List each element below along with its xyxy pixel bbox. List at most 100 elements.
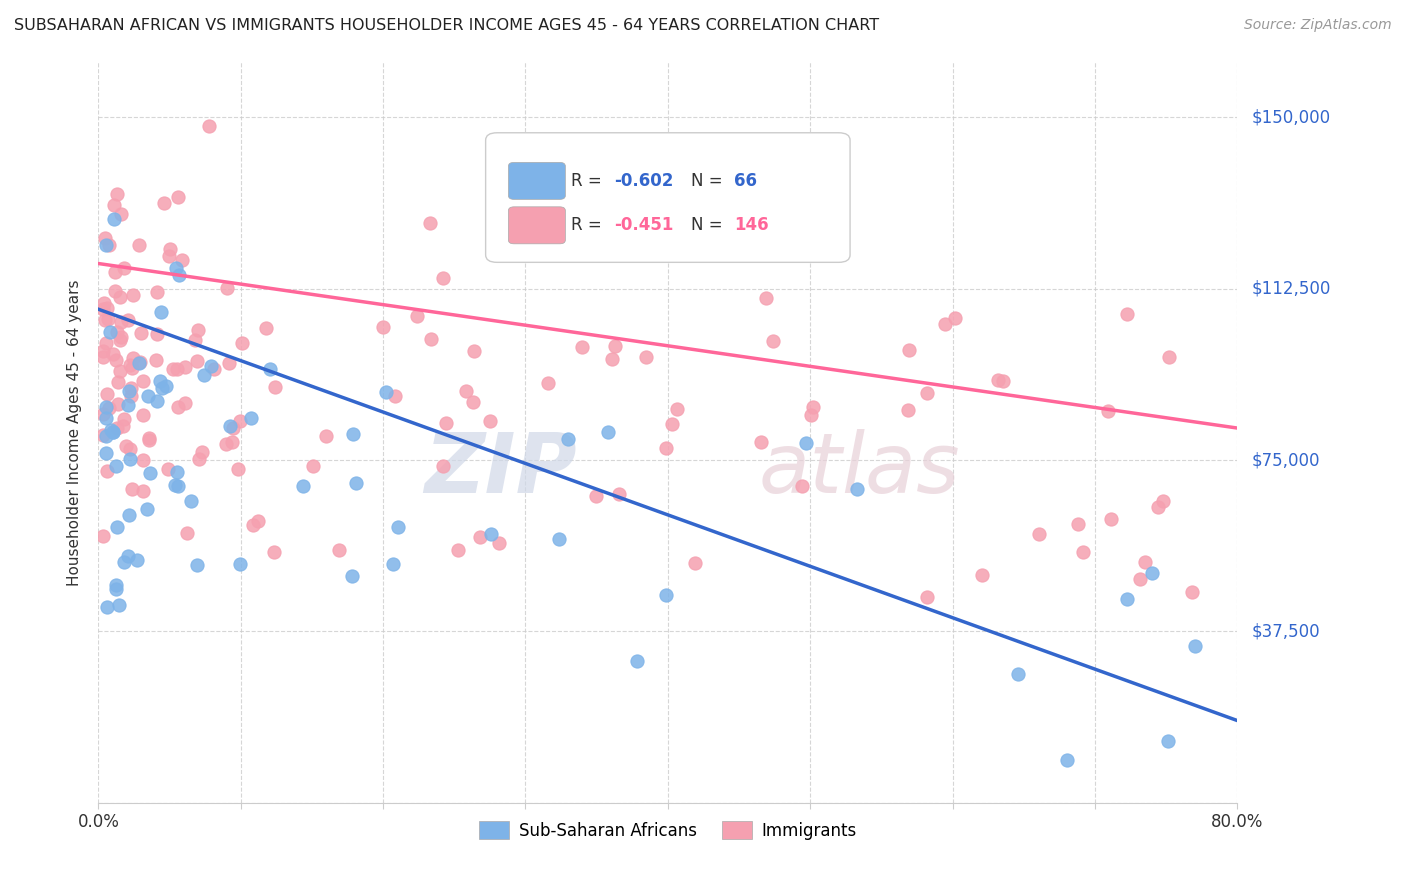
Point bbox=[598, 425, 620, 440]
Point bbox=[585, 489, 607, 503]
Point bbox=[180, 494, 202, 508]
Point bbox=[231, 336, 253, 351]
Point bbox=[801, 400, 824, 414]
Text: $150,000: $150,000 bbox=[1251, 108, 1330, 127]
Point bbox=[792, 479, 814, 493]
Point bbox=[104, 352, 127, 367]
Point bbox=[101, 425, 124, 439]
Point bbox=[146, 394, 169, 409]
Point bbox=[371, 319, 394, 334]
Point bbox=[112, 419, 135, 434]
Point bbox=[105, 421, 128, 435]
Point bbox=[91, 344, 114, 359]
Point bbox=[166, 362, 188, 376]
Point bbox=[110, 364, 132, 378]
Point bbox=[1056, 753, 1078, 767]
Text: 146: 146 bbox=[734, 217, 769, 235]
Point bbox=[571, 340, 593, 354]
Point bbox=[94, 446, 117, 460]
Point bbox=[387, 519, 409, 533]
Point bbox=[166, 189, 188, 203]
Point bbox=[420, 332, 443, 346]
Point bbox=[186, 354, 208, 368]
Point bbox=[94, 313, 117, 327]
Point bbox=[128, 355, 150, 369]
Text: R =: R = bbox=[571, 217, 607, 235]
Point bbox=[1159, 351, 1181, 365]
Point bbox=[229, 414, 252, 428]
Point bbox=[136, 390, 159, 404]
Point bbox=[159, 242, 181, 256]
Point bbox=[470, 530, 492, 544]
Point bbox=[226, 461, 249, 475]
Point bbox=[1116, 307, 1139, 321]
Point bbox=[186, 558, 208, 572]
Point bbox=[264, 380, 287, 394]
Point bbox=[173, 395, 195, 409]
Point bbox=[91, 427, 114, 442]
Point bbox=[91, 529, 114, 543]
Point bbox=[762, 334, 785, 348]
Point bbox=[117, 398, 139, 412]
Point bbox=[100, 424, 122, 438]
Point bbox=[176, 526, 198, 541]
Point bbox=[104, 284, 127, 298]
Point bbox=[454, 384, 477, 398]
Point bbox=[375, 385, 398, 400]
Point bbox=[193, 368, 215, 383]
Point bbox=[138, 431, 160, 445]
Point bbox=[132, 484, 155, 499]
Point bbox=[101, 425, 124, 439]
Point bbox=[254, 321, 277, 335]
Point bbox=[138, 433, 160, 447]
Y-axis label: Householder Income Ages 45 - 64 years: Householder Income Ages 45 - 64 years bbox=[67, 279, 83, 586]
Point bbox=[105, 325, 128, 339]
Text: SUBSAHARAN AFRICAN VS IMMIGRANTS HOUSEHOLDER INCOME AGES 45 - 64 YEARS CORRELATI: SUBSAHARAN AFRICAN VS IMMIGRANTS HOUSEHO… bbox=[14, 18, 879, 33]
Point bbox=[328, 543, 350, 558]
Point bbox=[121, 351, 143, 366]
Point bbox=[129, 326, 152, 341]
Point bbox=[665, 402, 688, 417]
Text: $75,000: $75,000 bbox=[1251, 451, 1320, 469]
Text: R =: R = bbox=[571, 172, 607, 190]
Text: -0.451: -0.451 bbox=[614, 217, 673, 235]
Point bbox=[1181, 584, 1204, 599]
Point bbox=[145, 353, 167, 368]
Point bbox=[107, 519, 129, 533]
Point bbox=[94, 230, 117, 244]
Point bbox=[755, 291, 778, 305]
Point bbox=[162, 362, 184, 376]
Point bbox=[221, 435, 243, 450]
Point bbox=[602, 352, 624, 367]
Point bbox=[943, 310, 966, 325]
Point bbox=[98, 325, 121, 339]
Point bbox=[749, 434, 772, 449]
Point bbox=[108, 290, 131, 304]
Point bbox=[228, 558, 250, 572]
Point bbox=[146, 285, 169, 300]
Point bbox=[103, 198, 125, 212]
Point bbox=[127, 552, 149, 566]
Point bbox=[97, 312, 120, 326]
Point bbox=[342, 569, 364, 583]
Point bbox=[97, 237, 120, 252]
Point bbox=[120, 380, 142, 394]
Point bbox=[105, 187, 128, 202]
Point bbox=[479, 414, 502, 428]
Point bbox=[1071, 545, 1094, 559]
Point bbox=[537, 376, 560, 391]
Point bbox=[94, 401, 117, 415]
Point bbox=[117, 549, 139, 563]
Point bbox=[118, 508, 141, 523]
Point bbox=[626, 654, 648, 668]
Point bbox=[548, 532, 571, 546]
Point bbox=[1028, 527, 1050, 541]
Point bbox=[91, 301, 114, 316]
Point bbox=[146, 327, 169, 342]
Point bbox=[121, 288, 143, 302]
Point bbox=[94, 429, 117, 443]
Point bbox=[91, 407, 114, 421]
Point bbox=[1099, 512, 1122, 526]
Point bbox=[112, 411, 135, 425]
FancyBboxPatch shape bbox=[509, 162, 565, 200]
